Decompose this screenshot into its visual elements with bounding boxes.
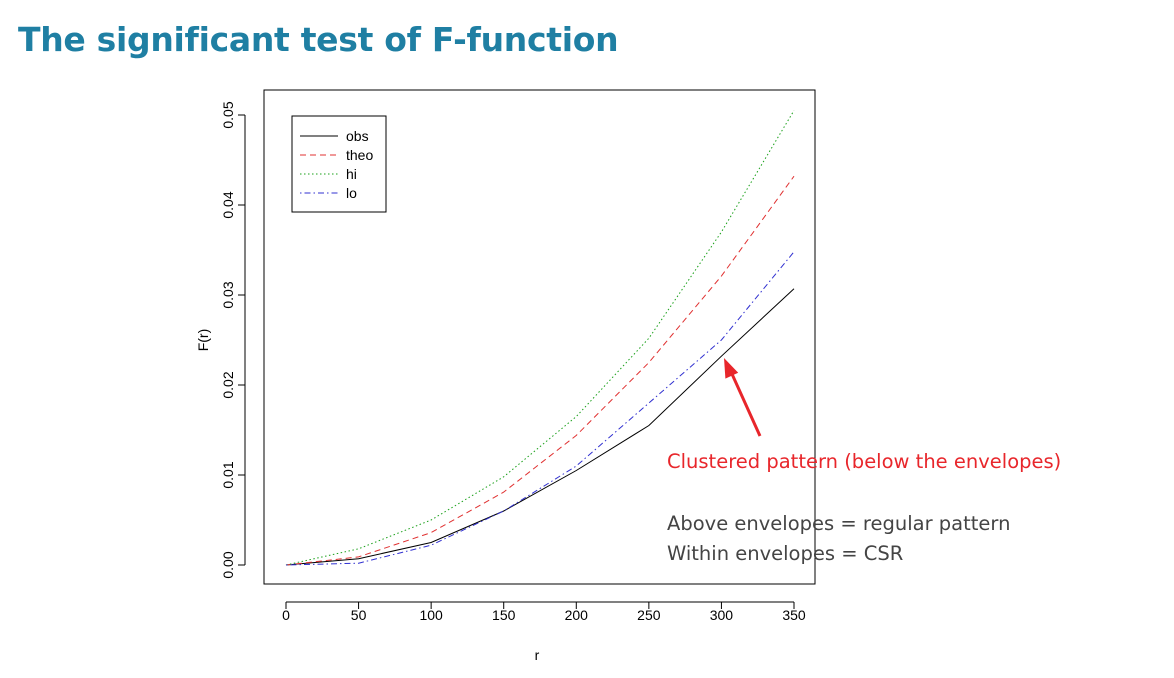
x-axis: 0 50 100 150 200 250 300 350 xyxy=(282,601,806,623)
y-tick-label: 0.00 xyxy=(220,551,236,578)
x-tick-label: 100 xyxy=(419,607,443,623)
slide-title: The significant test of F-function xyxy=(18,20,619,59)
legend-label-hi: hi xyxy=(346,166,357,182)
annotation-arrow xyxy=(730,373,762,437)
legend-box xyxy=(291,115,387,213)
series-line-obs xyxy=(285,288,795,566)
clustered-annotation: Clustered pattern (below the envelopes) xyxy=(667,450,1062,473)
legend-label-theo: theo xyxy=(346,147,373,163)
csr-annotation: Within envelopes = CSR xyxy=(667,542,904,565)
x-tick-label: 350 xyxy=(782,607,806,623)
series-lines xyxy=(285,110,795,566)
regular-annotation: Above envelopes = regular pattern xyxy=(667,512,1011,535)
y-axis: 0.00 0.01 0.02 0.03 0.04 0.05 xyxy=(220,101,246,579)
y-axis-label: F(r) xyxy=(195,329,211,352)
x-tick-label: 250 xyxy=(637,607,661,623)
y-tick-label: 0.01 xyxy=(220,461,236,488)
x-tick-label: 150 xyxy=(492,607,516,623)
annotation-arrow-head xyxy=(724,358,739,379)
y-tick-label: 0.05 xyxy=(220,101,236,128)
x-tick-label: 0 xyxy=(282,607,290,623)
x-tick-label: 200 xyxy=(565,607,589,623)
series-line-hi xyxy=(285,110,795,566)
series-line-theo xyxy=(285,175,795,566)
legend-label-obs: obs xyxy=(346,128,369,144)
y-tick-label: 0.04 xyxy=(220,191,236,218)
x-tick-label: 50 xyxy=(351,607,367,623)
x-tick-label: 300 xyxy=(710,607,734,623)
y-tick-label: 0.02 xyxy=(220,371,236,398)
plot-box xyxy=(263,89,816,585)
series-line-lo xyxy=(285,251,795,566)
y-tick-label: 0.03 xyxy=(220,281,236,308)
legend-label-lo: lo xyxy=(346,185,357,201)
x-axis-label: r xyxy=(535,647,540,663)
legend: obs theo hi lo xyxy=(291,115,387,213)
